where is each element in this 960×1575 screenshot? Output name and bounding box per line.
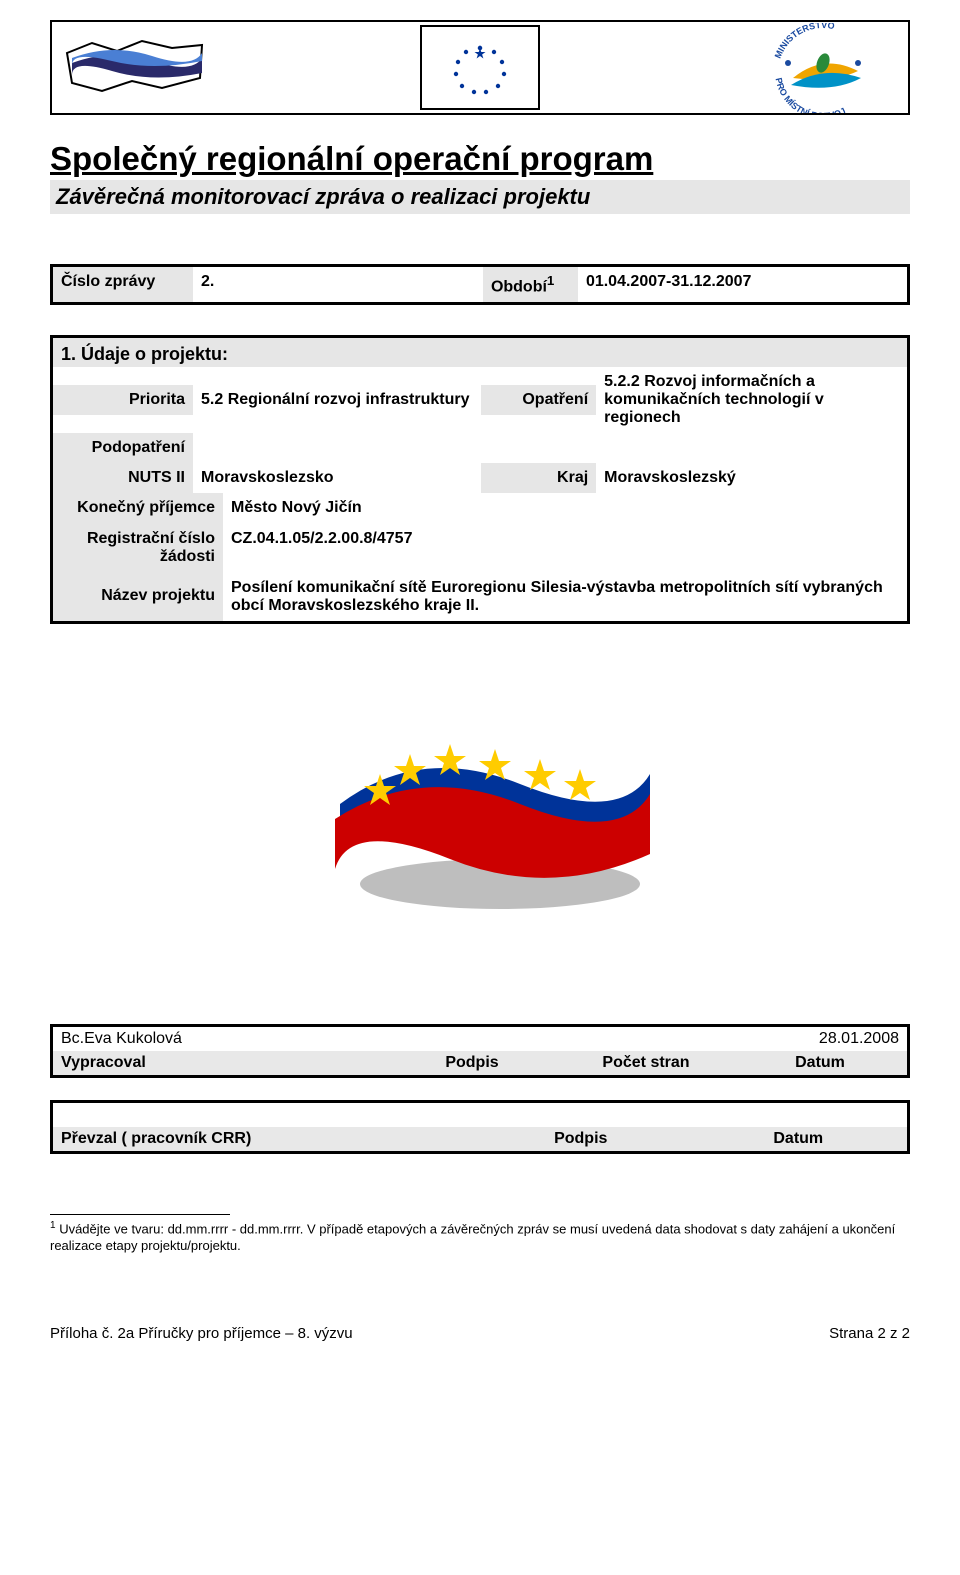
ministry-logo-icon: MINISTERSTVO PRO MÍSTNÍ ROZVOJ — [763, 23, 883, 113]
receiver-sign-blank — [472, 1103, 690, 1127]
label-period-sup: 1 — [547, 273, 554, 288]
header-date: Datum — [733, 1051, 907, 1075]
label-projectname: Název projektu — [53, 573, 223, 621]
footnote-marker: 1 — [50, 1220, 56, 1231]
label-report-number: Číslo zprávy — [53, 267, 193, 302]
label-regnum: Registrační číslo žádosti — [53, 524, 223, 573]
map-wave-icon — [62, 33, 212, 103]
header-receiver: Převzal ( pracovník CRR) — [53, 1127, 472, 1151]
report-number-box: Číslo zprávy 2. Období1 01.04.2007-31.12… — [50, 264, 910, 305]
section1-heading: 1. Údaje o projektu: — [53, 338, 907, 367]
header-eu-flag-box — [420, 25, 540, 110]
label-beneficiary: Konečný příjemce — [53, 493, 223, 523]
value-region: Moravskoslezský — [596, 463, 907, 493]
signature-box-author: Bc.Eva Kukolová 28.01.2008 Vypracoval Po… — [50, 1024, 910, 1078]
author-name: Bc.Eva Kukolová — [53, 1027, 385, 1051]
value-report-number: 2. — [193, 267, 483, 302]
page-footer: Příloha č. 2a Příručky pro příjemce – 8.… — [50, 1325, 910, 1342]
header-left-logo — [62, 33, 212, 103]
value-projectname: Posílení komunikační sítě Euroregionu Si… — [223, 573, 907, 621]
value-period: 01.04.2007-31.12.2007 — [578, 267, 907, 302]
value-beneficiary: Město Nový Jičín — [223, 493, 907, 523]
label-measure: Opatření — [481, 385, 596, 415]
label-nuts: NUTS II — [53, 463, 193, 493]
author-pages-blank — [559, 1027, 733, 1051]
footer-right: Strana 2 z 2 — [829, 1325, 910, 1342]
project-info-box: 1. Údaje o projektu: Priorita 5.2 Region… — [50, 335, 910, 623]
header-right-logo: MINISTERSTVO PRO MÍSTNÍ ROZVOJ — [748, 23, 898, 113]
label-period-text: Období — [491, 278, 547, 295]
value-regnum: CZ.04.1.05/2.2.00.8/4757 — [223, 524, 907, 573]
label-period: Období1 — [483, 267, 578, 302]
signature-box-receiver: Převzal ( pracovník CRR) Podpis Datum — [50, 1100, 910, 1154]
value-submeasure — [193, 433, 907, 463]
header-receiver-sign: Podpis — [472, 1127, 690, 1151]
footnote: 1 Uvádějte ve tvaru: dd.mm.rrrr - dd.mm.… — [50, 1219, 910, 1255]
document-subtitle: Závěrečná monitorovací zpráva o realizac… — [50, 180, 910, 214]
footnote-separator — [50, 1214, 230, 1215]
footnote-text: Uvádějte ve tvaru: dd.mm.rrrr - dd.mm.rr… — [50, 1221, 895, 1253]
header-receiver-date: Datum — [690, 1127, 908, 1151]
label-region: Kraj — [481, 463, 596, 493]
header-bar: MINISTERSTVO PRO MÍSTNÍ ROZVOJ — [50, 20, 910, 115]
document-main-title: Společný regionální operační program — [50, 140, 910, 178]
header-pages: Počet stran — [559, 1051, 733, 1075]
value-measure: 5.2.2 Rozvoj informačních a komunikačníc… — [596, 367, 907, 433]
receiver-date-blank — [690, 1103, 908, 1127]
value-nuts: Moravskoslezsko — [193, 463, 481, 493]
author-sign-blank — [385, 1027, 559, 1051]
header-sign: Podpis — [385, 1051, 559, 1075]
author-date: 28.01.2008 — [733, 1027, 907, 1051]
eu-flag-icon — [440, 38, 520, 98]
label-submeasure: Podopatření — [53, 433, 193, 463]
eu-waves-logo-icon — [300, 654, 660, 934]
receiver-name-blank — [53, 1103, 472, 1127]
label-priority: Priorita — [53, 385, 193, 415]
title-block: Společný regionální operační program Záv… — [50, 140, 910, 214]
footer-left: Příloha č. 2a Příručky pro příjemce – 8.… — [50, 1325, 353, 1342]
header-author: Vypracoval — [53, 1051, 385, 1075]
value-priority: 5.2 Regionální rozvoj infrastruktury — [193, 385, 481, 415]
